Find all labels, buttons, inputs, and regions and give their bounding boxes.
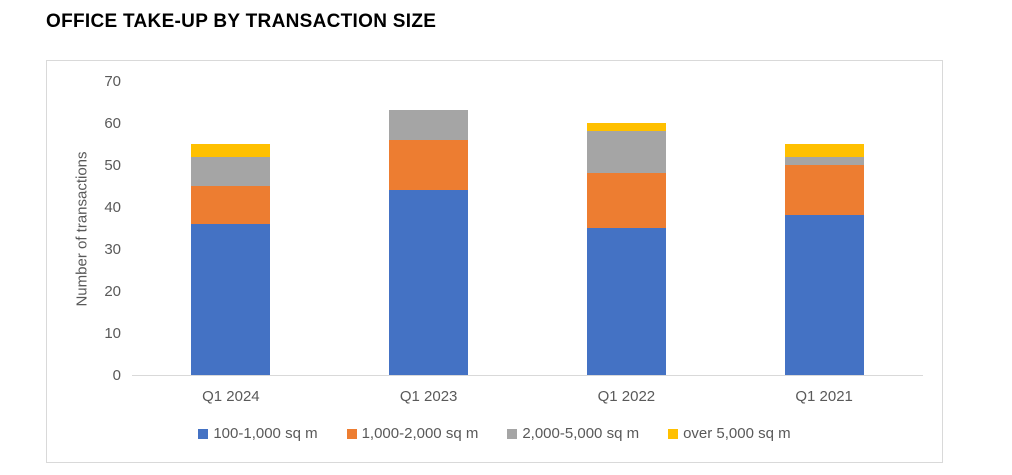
bar-segment	[191, 186, 271, 224]
bar-q1-2024	[191, 144, 271, 375]
bar-segment	[586, 173, 666, 228]
x-axis-label: Q1 2021	[795, 388, 853, 405]
x-axis-labels: Q1 2024 Q1 2023 Q1 2022 Q1 2021	[132, 388, 923, 408]
legend-item: over 5,000 sq m	[668, 425, 791, 442]
x-axis-label: Q1 2023	[399, 388, 458, 405]
bar-segment	[784, 215, 864, 375]
chart-frame: Number of transactions 0 10 20 30 40 50 60 70 Q…	[46, 60, 943, 463]
y-tick-label: 50	[104, 157, 121, 174]
bar-segment	[191, 156, 271, 187]
bar-segment	[784, 156, 864, 166]
legend-swatch-icon	[198, 428, 209, 439]
bar-segment	[784, 165, 864, 216]
y-axis-ticks: 0 10 20 30 40 50 60 70	[47, 74, 121, 384]
y-tick-label: 40	[104, 199, 121, 216]
y-tick-label: 20	[104, 283, 121, 300]
bar-segment	[784, 144, 864, 157]
legend-label: 100-1,000 sq m	[213, 425, 318, 442]
bar-segment	[586, 123, 666, 132]
legend-item: 100-1,000 sq m	[198, 425, 318, 442]
chart-title: OFFICE TAKE-UP BY TRANSACTION SIZE	[46, 11, 437, 32]
legend-swatch-icon	[507, 428, 518, 439]
bar-segment	[586, 228, 666, 375]
legend-item: 2,000-5,000 sq m	[507, 425, 639, 442]
plot-area	[132, 82, 923, 376]
bar-segment	[389, 110, 469, 140]
bar-segment	[586, 131, 666, 174]
legend-swatch-icon	[668, 428, 679, 439]
y-tick-label: 30	[104, 241, 121, 258]
x-axis-label: Q1 2022	[597, 388, 656, 405]
bar-q1-2023	[389, 110, 469, 375]
bar-q1-2021	[784, 144, 864, 375]
bar-segment	[191, 144, 271, 157]
y-tick-label: 70	[104, 73, 121, 90]
y-tick-label: 0	[112, 367, 121, 384]
bar-q1-2022	[586, 123, 666, 375]
legend-item: 1,000-2,000 sq m	[346, 425, 479, 442]
bar-segment	[389, 139, 469, 191]
legend-label: over 5,000 sq m	[683, 425, 791, 442]
legend-swatch-icon	[346, 428, 357, 439]
bar-segment	[191, 223, 271, 375]
y-tick-label: 10	[104, 325, 121, 342]
legend: 100-1,000 sq m 1,000-2,000 sq m 2,000-5,00…	[47, 425, 942, 442]
y-tick-label: 60	[104, 115, 121, 132]
legend-label: 2,000-5,000 sq m	[522, 425, 640, 442]
legend-label: 1,000-2,000 sq m	[361, 425, 479, 442]
x-axis-label: Q1 2024	[202, 388, 260, 405]
bar-segment	[389, 190, 469, 375]
